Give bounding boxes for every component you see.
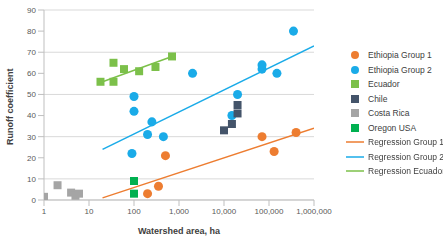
html-text:Oregon USA: Oregon USA — [368, 122, 417, 133]
svg-text:40: 40 — [27, 111, 36, 120]
svg-text:Runoff coefficient: Runoff coefficient — [8, 69, 15, 146]
svg-text:1,000: 1,000 — [169, 207, 190, 216]
svg-text:10,000: 10,000 — [212, 207, 237, 216]
html-text:Costa Rica: Costa Rica — [368, 108, 410, 118]
svg-text:1,000,000: 1,000,000 — [296, 207, 332, 216]
svg-text:10: 10 — [27, 175, 36, 184]
svg-text:50: 50 — [27, 90, 36, 99]
html-text:Ecuador: Ecuador — [368, 79, 400, 89]
svg-text:60: 60 — [27, 69, 36, 78]
svg-text:1: 1 — [42, 207, 47, 216]
svg-text:100,000: 100,000 — [255, 207, 284, 216]
html-text:Ethiopia Group 2: Ethiopia Group 2 — [368, 64, 432, 75]
svg-text:70: 70 — [27, 48, 36, 57]
svg-text:20: 20 — [27, 154, 36, 163]
svg-text:90: 90 — [27, 6, 36, 15]
html-text:Ethiopia Group 1: Ethiopia Group 1 — [368, 50, 432, 60]
svg-text:10: 10 — [85, 207, 94, 216]
svg-text:Watershed area, ha: Watershed area, ha — [138, 226, 221, 236]
html-text:Chile: Chile — [368, 93, 388, 104]
svg-text:80: 80 — [27, 27, 36, 36]
svg-text:0: 0 — [32, 196, 37, 205]
svg-text:100: 100 — [127, 207, 141, 216]
svg-text:30: 30 — [27, 133, 36, 142]
